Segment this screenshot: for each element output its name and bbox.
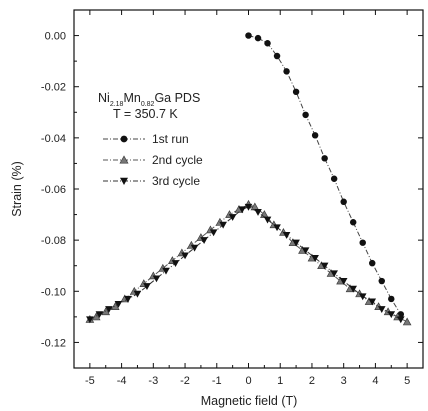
y-tick-label: 0.00 [45,31,66,43]
data-point [292,88,300,96]
x-tick-label: 2 [309,375,315,387]
data-point [273,224,281,232]
series-line [89,203,408,323]
data-point [321,155,328,162]
data-point [273,52,281,60]
title-part: Mn [123,91,140,105]
y-tick-label: -0.06 [41,184,66,196]
data-point [292,239,300,247]
title-part: Ga PDS [154,91,200,105]
chart-temperature: T = 350.7 K [113,107,178,121]
data-point [311,132,319,139]
legend-label: 2nd cycle [152,153,203,167]
data-point [95,311,104,319]
series-line [89,206,402,320]
y-tick-label: -0.04 [41,133,66,145]
data-point [152,275,161,283]
data-point [340,198,347,206]
data-point [110,302,120,310]
x-tick-label: -1 [212,375,222,387]
data-point [133,290,142,298]
data-point [377,306,386,313]
legend-marker [119,155,129,164]
y-tick-label: -0.12 [41,337,66,349]
data-point [349,219,357,226]
data-point [359,239,366,246]
data-point [302,111,309,119]
x-axis-label: Magnetic field (T) [201,394,298,408]
data-point [330,175,338,183]
title-part: Ni [98,91,110,105]
data-point [91,312,101,321]
data-point [245,32,252,39]
x-tick-label: -4 [117,375,127,387]
data-point [388,295,395,303]
data-point [254,208,262,216]
legend-marker [120,135,128,143]
axis-ticks: -5 -4 -3 -2 -1 0 1 2 3 4 5 0.00 -0.02 -0.04 -0.06 -0.08… [41,9,424,387]
data-point [200,237,208,244]
data-point [86,316,94,324]
data-point [320,262,329,270]
data-point [369,259,376,267]
title-part-sub: 2.18 [110,101,124,108]
series-layer [85,32,412,326]
legend: 1st run 2nd cycle 3rd cycle [103,132,203,188]
data-point [114,301,123,308]
data-point [282,231,291,239]
legend-label: 1st run [152,132,189,146]
legend-label: 3rd cycle [152,174,200,188]
data-point [238,206,246,214]
data-point [228,214,237,221]
data-point [254,34,262,42]
data-point [330,270,338,278]
data-point [283,68,290,75]
data-point [263,216,272,224]
x-tick-label: 4 [372,375,378,387]
x-tick-label: -5 [85,375,95,387]
series-line [248,35,402,315]
data-point [171,260,180,267]
data-point [124,295,132,303]
data-point [402,317,412,326]
data-point [244,203,253,211]
legend-marker [120,177,128,185]
y-tick-label: -0.10 [41,286,66,298]
y-tick-label: -0.08 [41,235,66,247]
data-point [358,293,367,301]
data-point [339,278,348,285]
data-point [219,221,227,229]
title-part-sub: 0.82 [141,101,155,108]
plot-frame [73,9,424,369]
x-tick-label: -3 [148,375,158,387]
data-point [349,285,357,293]
data-point [396,316,405,324]
data-point [264,40,271,47]
x-tick-label: 1 [277,375,283,387]
data-point [387,311,396,319]
data-point [368,298,377,306]
data-point [105,306,113,313]
x-tick-label: 5 [404,375,410,387]
data-point [250,202,260,211]
data-point [209,229,218,237]
data-point [190,244,199,252]
data-point [181,252,189,260]
data-point [143,283,151,290]
x-tick-label: 3 [341,375,347,387]
data-point [311,255,319,262]
chart-title: Ni2.18Mn0.82Ga PDS [98,91,200,108]
x-tick-label: 0 [245,375,251,387]
y-tick-label: -0.02 [41,82,66,94]
data-point [162,267,170,275]
x-tick-label: -2 [180,375,190,387]
data-point [301,247,310,255]
y-axis-label: Strain (%) [10,161,24,217]
data-point [378,277,385,285]
